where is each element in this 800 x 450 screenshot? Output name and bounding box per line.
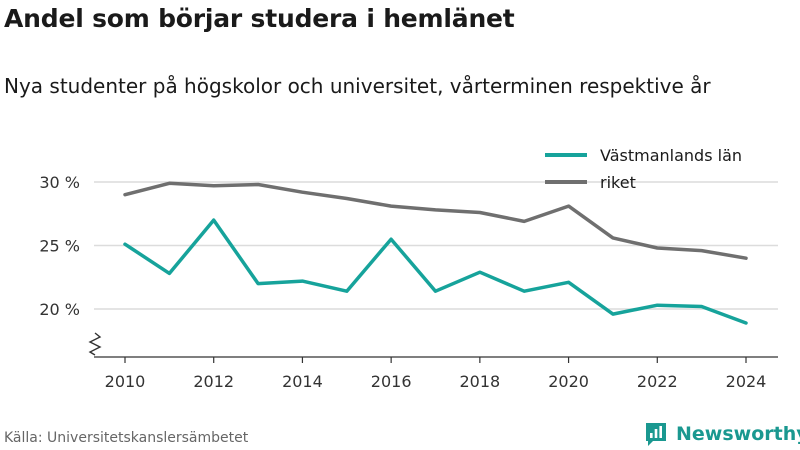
source-note: Källa: Universitetskanslersämbetet — [4, 430, 249, 446]
chart-subtitle: Nya studenter på högskolor och universit… — [4, 74, 711, 98]
x-tick-label: 2018 — [459, 372, 500, 391]
legend-label: riket — [600, 173, 636, 192]
brand: Newsworthy — [644, 420, 800, 448]
legend-label: Västmanlands län — [600, 146, 742, 165]
line-chart: 20 % 25 % 30 % 2010 2012 2014 2016 2018 2020 2022… — [39, 146, 778, 391]
x-tick-label: 2012 — [193, 372, 234, 391]
axis-break-icon — [88, 332, 102, 356]
series-line-riket — [123, 181, 748, 260]
brand-name: Newsworthy — [676, 423, 800, 445]
x-tick-label: 2022 — [637, 372, 678, 391]
newsworthy-logo-icon — [646, 423, 666, 446]
y-tick-label: 20 % — [39, 300, 80, 319]
x-tick-label: 2020 — [548, 372, 589, 391]
y-tick-label: 25 % — [39, 237, 80, 256]
x-tick-label: 2016 — [371, 372, 412, 391]
x-tick-label: 2024 — [726, 372, 767, 391]
chart-title: Andel som börjar studera i hemlänet — [4, 4, 515, 33]
series-line-v-stmanlands-l-n — [123, 218, 748, 325]
y-tick-label: 30 % — [39, 173, 80, 192]
x-tick-label: 2014 — [282, 372, 323, 391]
x-tick-label: 2010 — [105, 372, 146, 391]
